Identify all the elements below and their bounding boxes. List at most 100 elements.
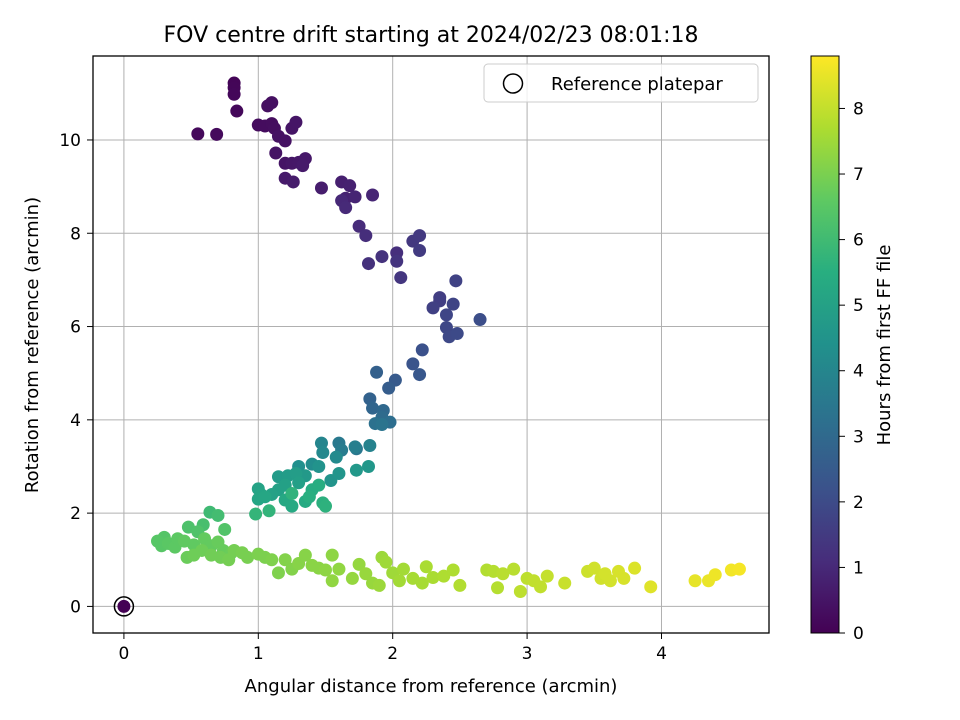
data-point [218, 522, 232, 536]
y-tick-label: 6 [70, 318, 81, 338]
data-point [241, 550, 255, 564]
data-point [413, 229, 427, 243]
data-point [439, 308, 453, 322]
data-point [227, 87, 241, 101]
data-point [319, 499, 333, 513]
data-point [262, 504, 276, 518]
data-point [289, 115, 303, 129]
colorbar-gradient [810, 55, 840, 634]
data-point [278, 134, 292, 148]
data-point [265, 96, 279, 110]
data-point [688, 574, 702, 588]
data-point [496, 567, 510, 581]
colorbar-tick-label: 5 [853, 296, 864, 316]
data-point [292, 476, 306, 490]
data-point [278, 553, 292, 567]
x-tick-label: 1 [253, 644, 264, 664]
data-point [534, 580, 548, 594]
data-point [258, 490, 272, 504]
data-point [406, 357, 420, 371]
x-tick-label: 4 [656, 644, 667, 664]
y-axis-ticks: 0 2 4 6 8 10 [59, 131, 93, 617]
data-point [362, 459, 376, 473]
data-point [450, 327, 464, 341]
data-point [473, 313, 487, 327]
data-point [363, 438, 377, 452]
data-point [349, 463, 363, 477]
x-tick-label: 0 [118, 644, 129, 664]
x-axis-label: Angular distance from reference (arcmin) [245, 676, 618, 697]
data-point [413, 368, 427, 382]
data-point [540, 569, 554, 583]
y-tick-label: 0 [70, 597, 81, 617]
data-point [312, 459, 326, 473]
data-point [375, 417, 389, 431]
data-point [298, 548, 312, 562]
data-point [366, 188, 380, 202]
legend: Reference platepar [483, 63, 759, 103]
data-point [211, 508, 225, 522]
data-point [491, 581, 505, 595]
data-point [446, 563, 460, 577]
plot-frame [92, 55, 770, 634]
data-point [345, 571, 359, 585]
data-point [558, 576, 572, 590]
data-points [151, 76, 746, 598]
data-point [191, 127, 205, 141]
x-axis-ticks: 0 1 2 3 4 [118, 633, 667, 664]
data-point [249, 507, 263, 521]
data-point [286, 175, 300, 189]
y-tick-label: 2 [70, 504, 81, 524]
data-point [325, 548, 339, 562]
colorbar: 0 1 2 3 4 5 6 7 8 Hours from first FF file [810, 55, 895, 644]
data-point [285, 487, 299, 501]
data-point [302, 490, 316, 504]
data-point [392, 574, 406, 588]
data-point [375, 250, 389, 264]
data-point [396, 562, 410, 576]
colorbar-label: Hours from first FF file [874, 245, 895, 446]
data-point [312, 478, 326, 492]
colorbar-tick-label: 7 [853, 165, 864, 185]
data-point [732, 562, 746, 576]
data-point [507, 562, 521, 576]
data-point [325, 574, 339, 588]
y-axis-label: Rotation from reference (arcmin) [22, 197, 43, 493]
reference-ring [113, 596, 135, 617]
data-point [453, 578, 467, 592]
data-point [379, 555, 393, 569]
y-tick-label: 4 [70, 411, 81, 431]
data-point [415, 343, 429, 357]
colorbar-tick-label: 8 [853, 99, 864, 119]
data-point [419, 560, 433, 574]
data-point [603, 574, 617, 588]
legend-marker-icon [502, 73, 524, 94]
data-point [314, 181, 328, 195]
x-tick-label: 3 [522, 644, 533, 664]
colorbar-tick-label: 6 [853, 231, 864, 251]
legend-box [483, 63, 759, 103]
reference-point [117, 599, 131, 613]
data-point [415, 576, 429, 590]
colorbar-tick-label: 1 [853, 558, 864, 578]
legend-entry: Reference platepar [551, 74, 723, 95]
data-point [265, 553, 279, 567]
data-point [359, 567, 373, 581]
data-point [348, 440, 362, 454]
data-point [382, 381, 396, 395]
y-tick-label: 8 [70, 224, 81, 244]
data-point [359, 229, 373, 243]
x-tick-label: 2 [387, 644, 398, 664]
colorbar-tick-label: 4 [853, 362, 864, 382]
data-point [366, 401, 380, 415]
colorbar-tick-label: 0 [853, 624, 864, 644]
data-point [332, 562, 346, 576]
chart-title: FOV centre drift starting at 2024/02/23 … [164, 23, 699, 48]
data-point [329, 450, 343, 464]
data-point [513, 584, 527, 598]
data-point [587, 561, 601, 575]
data-point [271, 566, 285, 580]
colorbar-ticks: 0 1 2 3 4 5 6 7 8 [839, 99, 864, 644]
data-point [394, 271, 408, 285]
